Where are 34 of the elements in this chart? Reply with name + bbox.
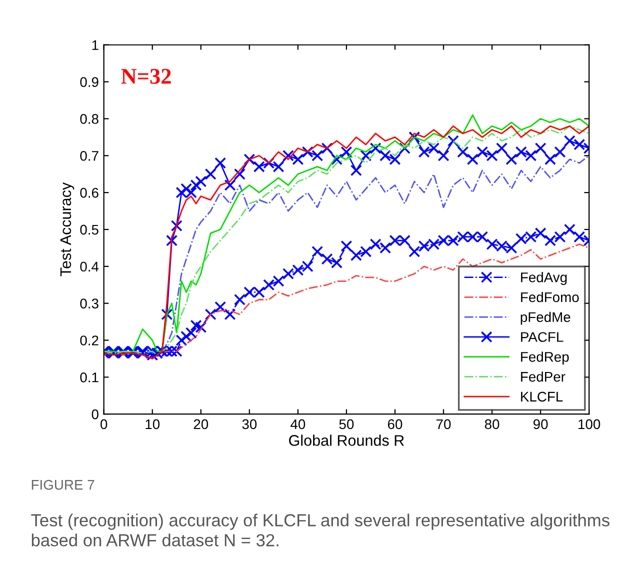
x-tick-label: 0 [100,419,108,430]
x-tick-label: 100 [578,419,600,430]
x-tick-label: 70 [436,419,451,430]
legend-label: FedFomo [521,292,579,302]
y-tick-label: 0.9 [80,77,98,87]
y-tick-label: 0.1 [80,372,98,382]
x-tick-label: 50 [339,419,354,430]
legend-label: FedRep [521,352,569,365]
x-axis-title: Global Rounds R [289,434,404,446]
legend-label: FedAvg [521,272,567,285]
y-tick-label: 0.2 [80,336,98,346]
y-tick-label: 0.4 [80,262,99,272]
x-tick-label: 20 [194,419,208,430]
x-tick-label: 10 [146,419,160,430]
x-tick-label: 30 [242,419,257,430]
x-tick-label: 80 [484,419,500,430]
y-tick-label: 0.5 [80,224,98,235]
y-tick-label: 0.3 [80,298,98,308]
y-tick-label: 1 [92,40,98,50]
annotation: N=32 [121,68,171,84]
y-tick-label: 0 [92,409,98,420]
y-axis-title: Test Accuracy [60,182,74,276]
y-tick-label: 0.7 [80,150,98,161]
text: Test (recognition) accuracy of KLCFL and several representative algorithms based on ARWF dataset N = 32. [31,514,610,546]
legend-label: PACFL [521,332,564,342]
x-tick-label: 40 [290,419,306,430]
y-tick-label: 0.8 [80,114,98,124]
x-tick-label: 90 [533,419,548,430]
legend-label: FedPer [521,372,566,382]
legend-label: pFedMe [520,312,570,325]
legend-label: KLCFL [521,392,563,402]
x-tick-label: 60 [388,419,402,430]
y-tick-label: 0.6 [80,188,98,198]
caption: FIGURE 7 [32,480,94,490]
